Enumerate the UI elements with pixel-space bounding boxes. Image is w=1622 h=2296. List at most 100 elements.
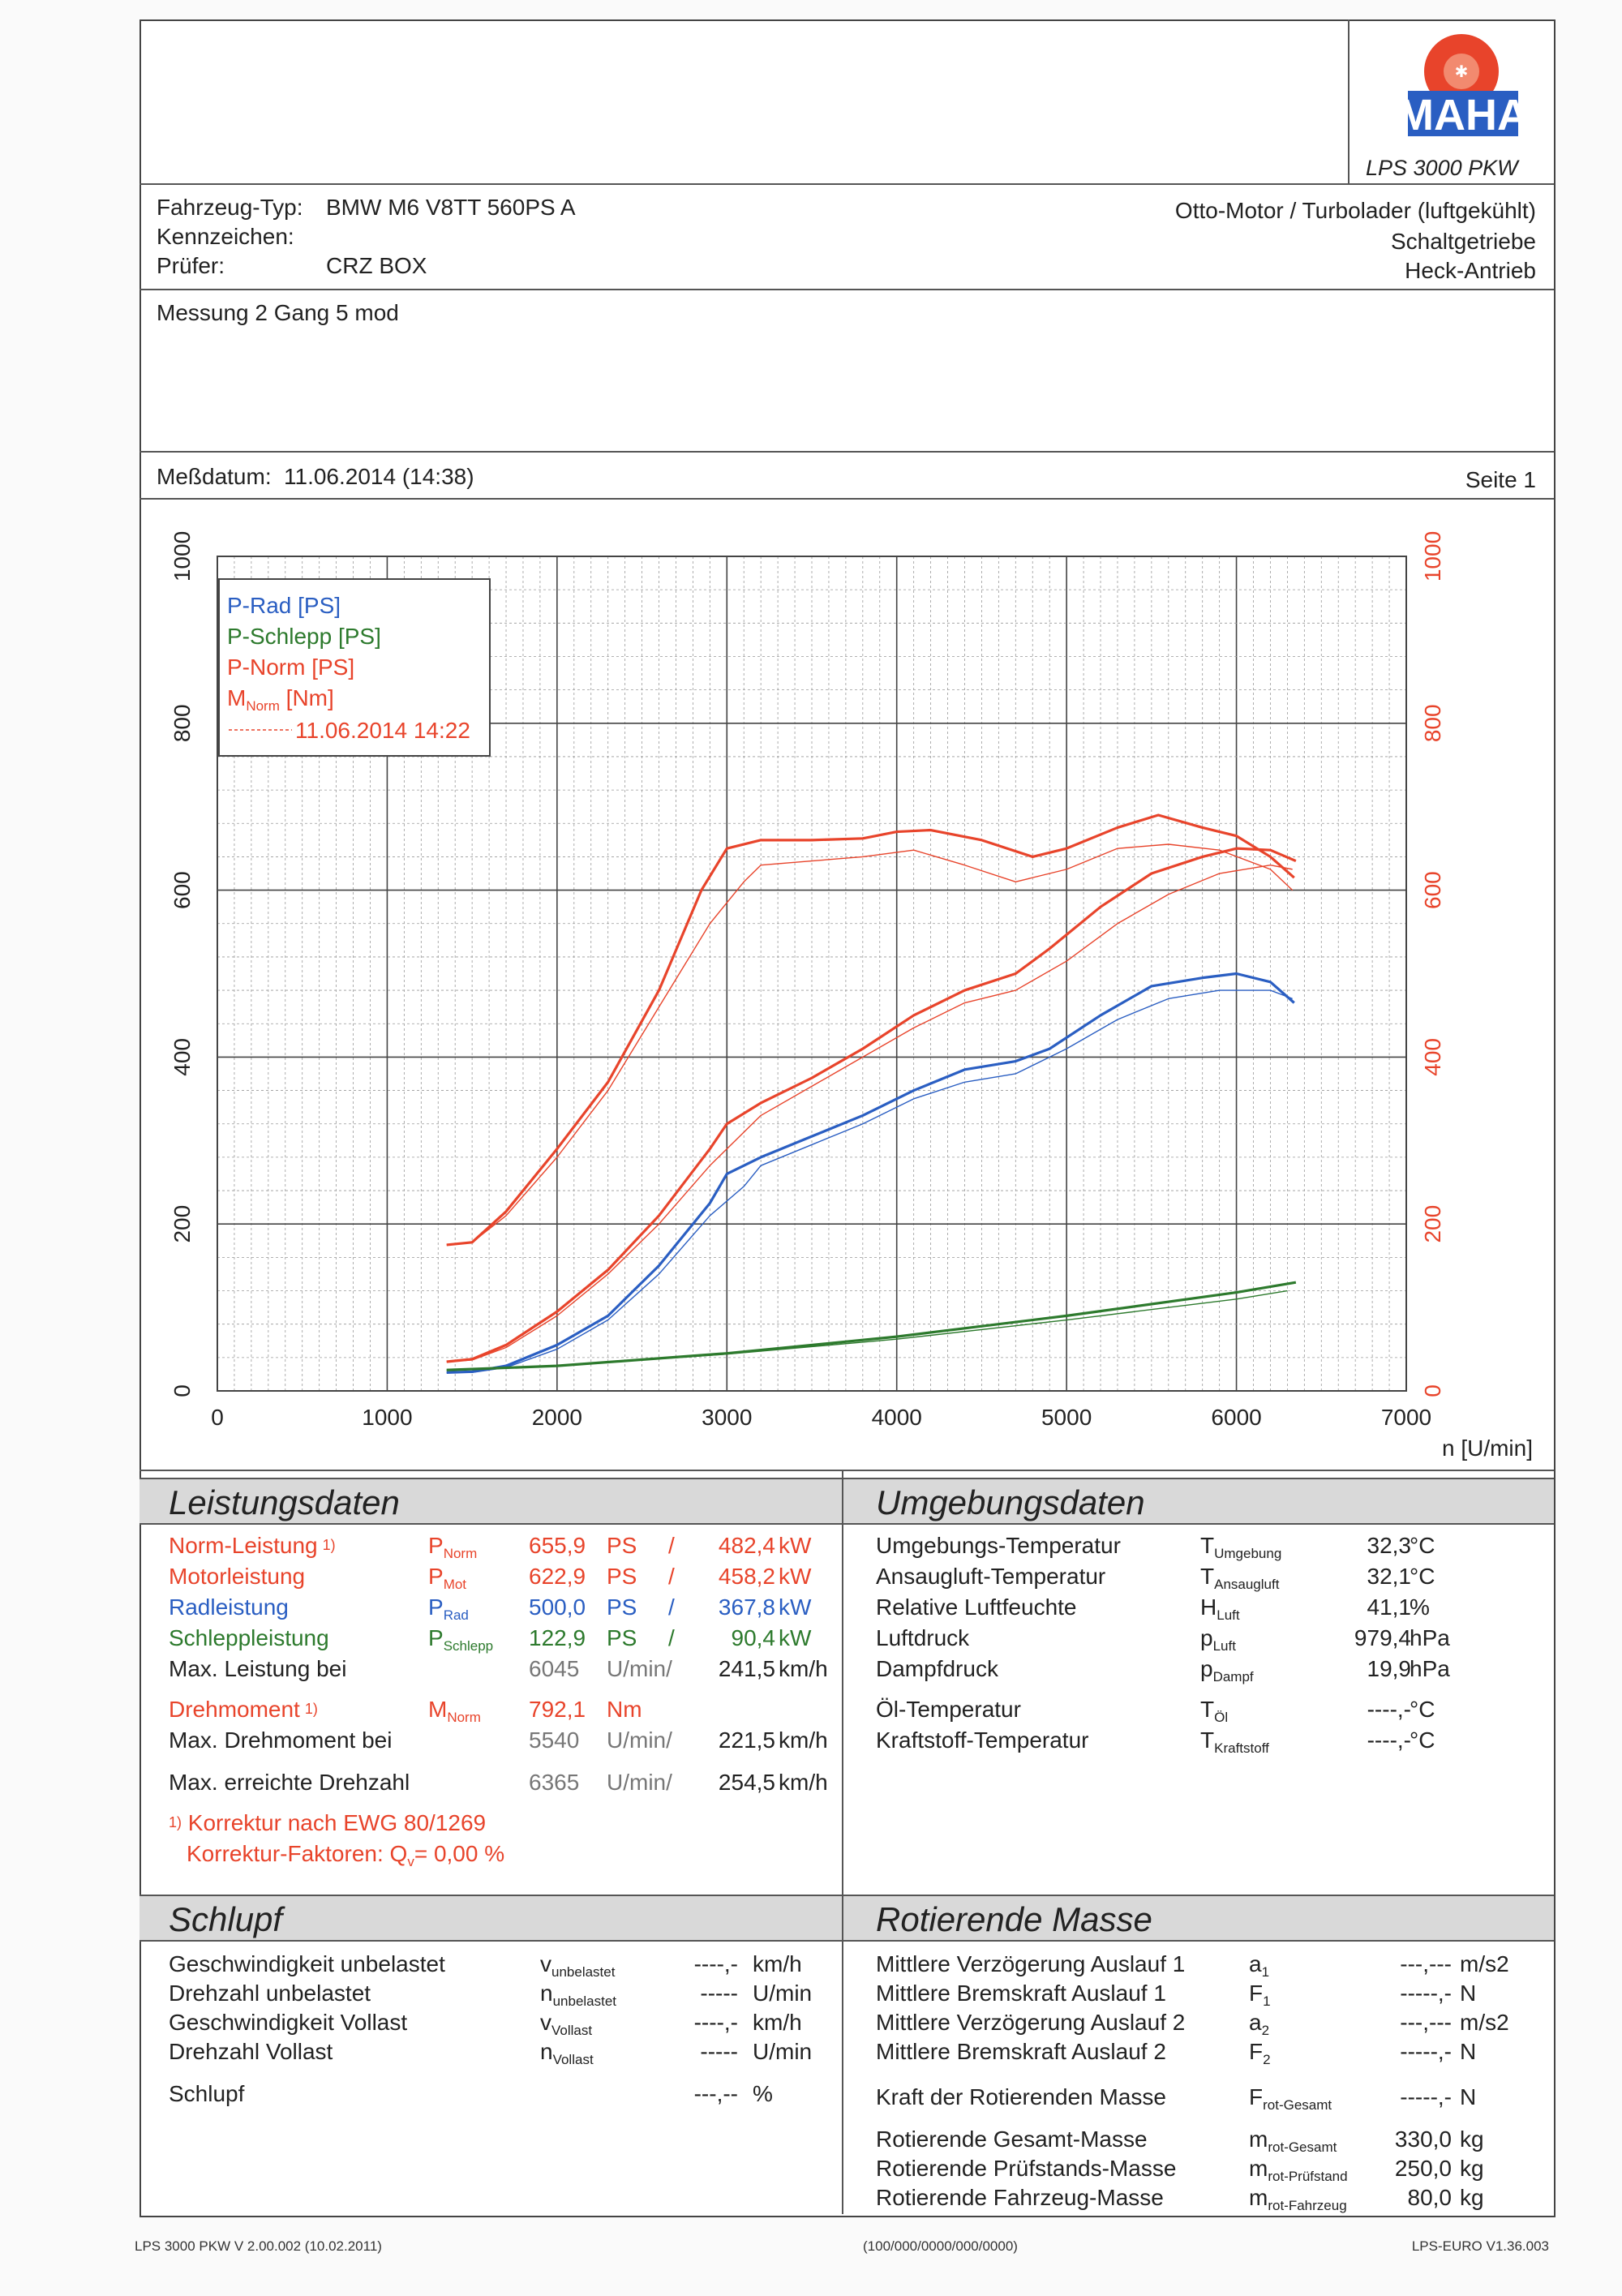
symbol-subscript: Vollast <box>551 2023 593 2038</box>
value-1: 622,9 <box>529 1564 586 1589</box>
separator: / <box>668 1625 675 1650</box>
divider <box>139 289 1554 290</box>
label-text: Drehmoment <box>169 1697 300 1722</box>
symbol: Frot-Gesamt <box>1249 2084 1332 2114</box>
symbol-subscript: rot-Fahrzeug <box>1268 2198 1347 2213</box>
legend-rad: P-Rad [PS] <box>227 593 341 618</box>
symbol-subscript: Luft <box>1216 1607 1240 1623</box>
legend-m-norm: MNorm [Nm] <box>227 685 334 714</box>
symbol-letter: n <box>540 1981 553 2006</box>
divider <box>842 1470 843 2214</box>
unit-2: km/h <box>779 1727 828 1753</box>
value-2: 241,5 <box>718 1656 775 1681</box>
rotierende-label: Mittlere Bremskraft Auslauf 2 <box>876 2039 1166 2064</box>
symbol: a2 <box>1249 2010 1269 2039</box>
footnote-2: Korrektur-Faktoren: Qv= 0,00 % <box>187 1841 505 1869</box>
leistung-label: Motorleistung <box>169 1564 310 1590</box>
symbol-letter: v <box>540 2010 551 2035</box>
symbol-letter: v <box>540 1951 551 1976</box>
value-2: 221,5 <box>718 1727 775 1753</box>
umgebung-value: 32,3 <box>1367 1533 1412 1558</box>
legend-norm: P-Norm [PS] <box>227 654 354 680</box>
unit-1: Nm <box>607 1697 642 1722</box>
umgebung-unit: °C <box>1410 1564 1435 1589</box>
symbol-subscript: Dampf <box>1212 1669 1254 1684</box>
symbol-letter: T <box>1200 1533 1215 1558</box>
umgebung-value: ----,- <box>1367 1727 1411 1753</box>
chart-series <box>446 813 1297 1374</box>
rotierende-value: -----,- <box>1400 2039 1452 2064</box>
dyno-chart: 0 200 400 600 800 1000 0 200 400 600 800 1000 0 100… <box>169 531 1533 1461</box>
label-text: Norm-Leistung <box>169 1533 318 1558</box>
rotierende-label: Rotierende Prüfstands-Masse <box>876 2156 1177 2181</box>
y-tick-right: 400 <box>1420 1038 1445 1076</box>
schlupf-label: Drehzahl Vollast <box>169 2039 333 2064</box>
symbol-letter: T <box>1200 1564 1215 1589</box>
series-line-3 <box>446 989 1293 1374</box>
schlupf-label: Schlupf <box>169 2081 245 2106</box>
schlupf-unit: U/min <box>753 2039 813 2064</box>
symbol: F1 <box>1249 1981 1271 2010</box>
x-axis-label: n [U/min] <box>1442 1436 1533 1461</box>
symbol-letter: F <box>1249 2084 1264 2109</box>
symbol-subscript: rot-Gesamt <box>1268 2139 1337 2155</box>
umgebung-unit: hPa <box>1410 1625 1450 1650</box>
symbol-subscript: Luft <box>1212 1638 1236 1654</box>
rotierende-unit: m/s2 <box>1460 1951 1509 1976</box>
symbol: mrot-Prüfstand <box>1249 2156 1348 2185</box>
symbol: MNorm <box>428 1697 481 1726</box>
symbol-subscript: rot-Gesamt <box>1263 2097 1332 2113</box>
symbol: vVollast <box>540 2010 592 2039</box>
x-tick-label: 6000 <box>1211 1405 1261 1430</box>
unit-2: kW <box>779 1625 812 1650</box>
maha-logo-graphic: ✱ MAHA <box>1397 34 1529 139</box>
schlupf-unit: % <box>753 2081 773 2106</box>
symbol-letter: P <box>428 1625 444 1650</box>
unit-1: U/min/ <box>607 1770 672 1795</box>
x-tick-label: 3000 <box>702 1405 752 1430</box>
footer-center: (100/000/0000/000/0000) <box>863 2238 1018 2254</box>
rotierende-value: -----,- <box>1400 2084 1452 2109</box>
page-number: Seite 1 <box>1465 467 1536 492</box>
umgebung-value: 32,1 <box>1367 1564 1412 1589</box>
y-tick-left: 1000 <box>169 531 195 582</box>
umgebung-label: Luftdruck <box>876 1625 970 1650</box>
value-2: 482,4 <box>718 1533 775 1558</box>
symbol-subscript: Kraftstoff <box>1214 1740 1269 1756</box>
symbol-subscript: Öl <box>1214 1710 1229 1725</box>
y-tick-left: 0 <box>169 1384 195 1397</box>
symbol-subscript: 2 <box>1263 2052 1271 2067</box>
symbol: PSchlepp <box>428 1625 493 1654</box>
y-axis-right: 0 200 400 600 800 1000 <box>1420 531 1445 1397</box>
symbol: pDampf <box>1200 1656 1254 1685</box>
x-tick-label: 4000 <box>872 1405 922 1430</box>
y-tick-right: 200 <box>1420 1205 1445 1243</box>
symbol: nVollast <box>540 2039 594 2068</box>
symbol-letter: n <box>540 2039 553 2064</box>
chart-grid <box>217 556 1407 1392</box>
y-tick-left: 400 <box>169 1038 195 1076</box>
divider <box>139 183 1554 185</box>
rotierende-value: 330,0 <box>1394 2126 1452 2152</box>
separator: / <box>668 1564 675 1589</box>
unit-1: PS <box>607 1533 637 1558</box>
section-leistungsdaten: Leistungsdaten <box>139 1478 842 1525</box>
value-2: 90,4 <box>731 1625 776 1650</box>
vehicle-type-label: Fahrzeug-Typ: <box>157 195 303 220</box>
drive-type: Heck-Antrieb <box>1405 258 1536 283</box>
divider <box>139 1470 1554 1471</box>
divider <box>139 451 1554 453</box>
leistung-label: Max. Drehmoment bei <box>169 1727 397 1753</box>
symbol-letter: p <box>1200 1656 1213 1681</box>
section-schlupf: Schlupf <box>139 1895 842 1942</box>
symbol-letter: M <box>428 1697 448 1722</box>
date-value: 11.06.2014 (14:38) <box>284 464 474 489</box>
rotierende-unit: N <box>1460 1981 1477 2006</box>
separator: / <box>668 1594 675 1620</box>
leistung-label: Schleppleistung <box>169 1625 334 1651</box>
symbol: TAnsaugluft <box>1200 1564 1279 1593</box>
y-tick-right: 600 <box>1420 871 1445 909</box>
symbol-subscript: Norm <box>443 1546 478 1561</box>
rotierende-label: Kraft der Rotierenden Masse <box>876 2084 1166 2109</box>
rotierende-unit: N <box>1460 2084 1477 2109</box>
